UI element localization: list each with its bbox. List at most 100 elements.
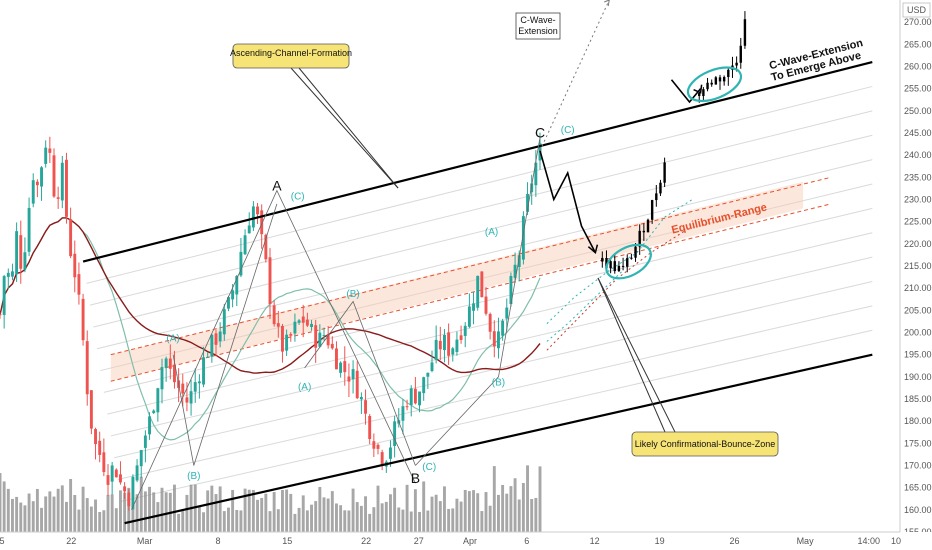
volume-bar <box>434 494 438 532</box>
time-tick-label: 6 <box>524 536 529 546</box>
candle-body <box>438 340 442 350</box>
candle-body <box>526 193 529 212</box>
callout-ascending-channel[interactable]: Ascending-Channel-Formation <box>230 43 399 189</box>
channel-upper-line[interactable] <box>82 61 873 263</box>
volume-bar <box>476 493 480 532</box>
candle-body <box>106 475 110 485</box>
projected-candle-body <box>630 257 633 259</box>
volume-bar <box>123 492 127 532</box>
volume-bar <box>401 509 405 532</box>
callout-bounce-zone[interactable]: Likely Confirmational-Bounce-Zone <box>597 277 779 457</box>
candle-body <box>517 255 521 268</box>
candlesticks <box>0 132 542 511</box>
candle-body <box>372 441 376 449</box>
pivot-label-b: B <box>411 470 420 486</box>
volume-bar <box>310 504 313 532</box>
volume-bar <box>251 489 255 532</box>
price-tick-label: 180.00 <box>904 416 932 426</box>
volume-bar <box>459 501 463 532</box>
candle-body <box>247 225 251 234</box>
volume-bar <box>264 493 268 532</box>
volume-bar <box>148 486 151 532</box>
candle-body <box>181 383 185 394</box>
candle-body <box>81 298 85 341</box>
volume-bar <box>177 513 181 532</box>
candle-body <box>35 181 39 186</box>
wave-label: (C) <box>422 462 436 473</box>
callout-bounce-zone-text: Likely Confirmational-Bounce-Zone <box>635 439 776 449</box>
channel-grid-line <box>93 134 873 328</box>
callout-c-wave-extension[interactable]: C-Wave-Extension <box>515 12 561 40</box>
volume-bar <box>534 497 538 532</box>
volume-bar <box>56 488 60 532</box>
candle-body <box>160 367 164 390</box>
wave-label: (A) <box>485 227 498 238</box>
projection-zigzag[interactable] <box>539 150 597 254</box>
volume-bar <box>347 510 351 532</box>
volume-bar <box>19 502 23 532</box>
candle-body <box>351 369 355 380</box>
price-tick-label: 210.00 <box>904 283 932 293</box>
projected-candle-body <box>621 265 625 267</box>
volume-bar <box>131 503 135 532</box>
time-axis[interactable]: 5 22 Mar 8 15 22 27 Apr 6 12 19 26 May 14:00 10 <box>0 531 932 550</box>
volume-bar <box>222 511 226 532</box>
candle-body <box>318 332 322 347</box>
candle-body <box>497 331 500 349</box>
volume-bar <box>94 499 97 532</box>
projected-candle-body <box>706 82 709 90</box>
candle-body <box>110 465 114 482</box>
volume-bar <box>281 489 284 532</box>
candle-body <box>293 321 297 334</box>
candle-body <box>521 216 525 260</box>
channel-lower-line[interactable] <box>124 353 873 525</box>
projected-candle-body <box>609 261 612 269</box>
volume-bar <box>384 501 388 532</box>
price-axis-background <box>900 0 932 550</box>
candle-body <box>455 339 459 352</box>
volume-bar <box>210 485 214 532</box>
projection-zigzag-upper[interactable] <box>670 79 702 104</box>
volume-bar <box>214 494 218 532</box>
breakout-zone-ellipse[interactable] <box>683 61 745 108</box>
volume-bars <box>0 465 542 532</box>
candle-body <box>488 313 492 332</box>
channel-grid-line <box>103 207 873 393</box>
volume-bar <box>89 506 93 532</box>
volume-bar <box>268 511 272 532</box>
callouts[interactable]: Ascending-Channel-Formation Likely Confir… <box>230 12 779 457</box>
candle-body <box>301 316 305 323</box>
price-tick-label: 175.00 <box>904 438 932 448</box>
candle-body <box>227 297 230 309</box>
currency-badge[interactable] <box>902 2 931 18</box>
candle-body <box>218 331 222 342</box>
candle-body <box>376 444 380 449</box>
volume-bar <box>119 490 122 532</box>
price-axis[interactable]: 155.00160.00165.00170.00175.00180.00185.… <box>899 0 932 550</box>
callout-c-wave-extension-line-1: C-Wave- <box>520 15 555 25</box>
candle-body <box>65 159 68 217</box>
callout-bounce-zone-pointer-edge <box>597 277 676 433</box>
channel-grid-line <box>110 256 873 437</box>
volume-bar <box>368 513 372 532</box>
candle-body <box>276 323 280 327</box>
bounce-zone-ellipse[interactable] <box>601 238 657 285</box>
projection-paths[interactable] <box>131 0 747 510</box>
time-axis-background <box>0 532 932 550</box>
volume-bar <box>451 508 455 532</box>
candle-body <box>40 167 43 187</box>
price-tick-label: 160.00 <box>904 505 932 515</box>
price-tick-label: 270.00 <box>904 17 932 27</box>
volume-bar <box>455 498 459 532</box>
volume-bar <box>31 501 35 532</box>
volume-bar <box>405 484 409 532</box>
volume-bar <box>305 510 309 532</box>
channel-grid-line <box>117 305 873 481</box>
projected-candle-body <box>718 77 722 82</box>
currency-label: USD <box>907 5 927 15</box>
callout-bounce-zone-pointer <box>597 277 666 433</box>
channel-grid-line <box>96 159 873 350</box>
projection-dotted-red <box>546 230 686 351</box>
volume-bar <box>343 510 347 532</box>
